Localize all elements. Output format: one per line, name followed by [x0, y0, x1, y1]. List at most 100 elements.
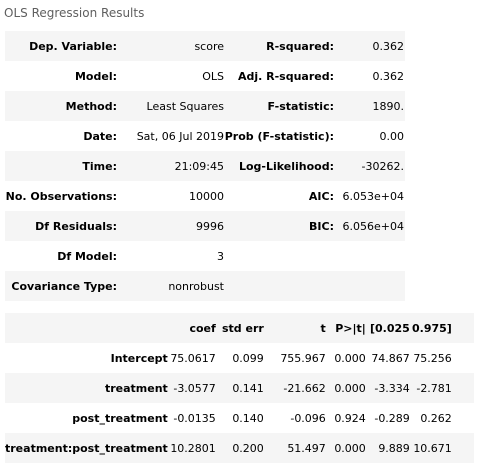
summary-key-left: Dep. Variable:	[29, 39, 117, 53]
column-header-p-value: P>|t|	[335, 321, 366, 335]
summary-value-right: 0.00	[379, 129, 405, 143]
summary-key-right	[224, 241, 334, 271]
summary-row: Df Residuals: 9996 BIC: 6.056e+04	[5, 211, 405, 241]
summary-value-left: 9996	[196, 219, 224, 233]
summary-key-left: Covariance Type:	[11, 279, 117, 293]
ci-lower-value: -0.289	[374, 411, 410, 425]
summary-value-left: Sat, 06 Jul 2019	[136, 129, 224, 143]
variable-name: post_treatment	[72, 411, 168, 425]
summary-padding-cell	[404, 181, 405, 211]
coefficient-row: treatment:post_treatment 10.2801 0.200 5…	[5, 433, 474, 463]
summary-value-left: 3	[217, 249, 224, 263]
column-header-ci-upper: 0.975]	[411, 321, 452, 335]
ci-upper-value: 10.671	[413, 441, 452, 455]
variable-name: treatment:post_treatment	[5, 441, 168, 455]
summary-key-right: BIC:	[309, 219, 334, 233]
t-value: -21.662	[283, 381, 326, 395]
summary-value-left: nonrobust	[168, 279, 224, 293]
summary-key-left: Model:	[74, 69, 117, 83]
summary-row: Covariance Type: nonrobust	[5, 271, 405, 301]
coef-value: -3.0577	[173, 381, 216, 395]
row-padding	[452, 433, 474, 463]
coef-value: -0.0135	[173, 411, 216, 425]
summary-padding-cell	[404, 61, 405, 91]
summary-padding-cell	[404, 241, 405, 271]
summary-row: Time: 21:09:45 Log-Likelihood: -30262.	[5, 151, 405, 181]
summary-padding-cell	[404, 211, 405, 241]
summary-row: Dep. Variable: score R-squared: 0.362	[5, 31, 405, 61]
coefficients-table: coef std err t P>|t| [0.025 0.975] Inter…	[5, 313, 474, 463]
summary-key-right: R-squared:	[266, 39, 334, 53]
coefficient-row: Intercept 75.0617 0.099 755.967 0.000 74…	[5, 343, 474, 373]
summary-row: Date: Sat, 06 Jul 2019 Prob (F-statistic…	[5, 121, 405, 151]
ci-lower-value: -3.334	[374, 381, 410, 395]
std-err-value: 0.141	[232, 381, 264, 395]
variable-name: Intercept	[110, 351, 168, 365]
summary-value-right	[334, 271, 404, 301]
p-value: 0.924	[334, 411, 366, 425]
variable-name: treatment	[104, 381, 168, 395]
summary-key-right	[224, 271, 334, 301]
summary-key-right: Log-Likelihood:	[238, 159, 334, 173]
summary-key-right: F-statistic:	[267, 99, 335, 113]
summary-row: Df Model: 3	[5, 241, 405, 271]
summary-key-right: Adj. R-squared:	[237, 69, 334, 83]
summary-row: Model: OLS Adj. R-squared: 0.362	[5, 61, 405, 91]
ci-lower-value: 74.867	[371, 351, 410, 365]
summary-value-right: 0.362	[372, 39, 405, 53]
p-value: 0.000	[334, 381, 366, 395]
summary-row: No. Observations: 10000 AIC: 6.053e+04	[5, 181, 405, 211]
summary-padding-cell	[404, 121, 405, 151]
table-caption: OLS Regression Results	[4, 6, 145, 20]
summary-padding-cell	[404, 91, 405, 121]
coefficient-row: post_treatment -0.0135 0.140 -0.096 0.92…	[5, 403, 474, 433]
p-value: 0.000	[334, 441, 366, 455]
summary-key-left: Df Residuals:	[35, 219, 117, 233]
summary-key-left: Df Model:	[57, 249, 117, 263]
std-err-value: 0.099	[232, 351, 264, 365]
summary-value-left: 10000	[189, 189, 224, 203]
std-err-value: 0.140	[232, 411, 264, 425]
summary-value-right: 0.362	[372, 69, 405, 83]
p-value: 0.000	[334, 351, 366, 365]
summary-key-left: No. Observations:	[5, 189, 117, 203]
ci-lower-value: 9.889	[378, 441, 410, 455]
summary-value-right: 6.053e+04	[342, 189, 404, 203]
summary-padding-cell	[404, 31, 405, 61]
coef-value: 75.0617	[170, 351, 216, 365]
summary-value-right: -30262.	[361, 159, 404, 173]
summary-value-left: OLS	[202, 69, 224, 83]
model-summary-table: Dep. Variable: score R-squared: 0.362 Mo…	[5, 31, 405, 301]
coefficients-header-row: coef std err t P>|t| [0.025 0.975]	[5, 313, 474, 343]
summary-key-right: Prob (F-statistic):	[224, 129, 334, 143]
summary-value-left: 21:09:45	[174, 159, 224, 173]
t-value: 51.497	[287, 441, 326, 455]
std-err-value: 0.200	[232, 441, 264, 455]
row-padding	[452, 403, 474, 433]
column-header-coef: coef	[189, 321, 216, 335]
summary-padding-cell	[404, 271, 405, 301]
ci-upper-value: 0.262	[420, 411, 452, 425]
row-padding	[452, 343, 474, 373]
summary-value-left: Least Squares	[146, 99, 224, 113]
t-value: -0.096	[290, 411, 326, 425]
summary-key-left: Date:	[83, 129, 117, 143]
ci-upper-value: -2.781	[416, 381, 452, 395]
column-header-std-err: std err	[221, 321, 264, 335]
row-padding	[452, 373, 474, 403]
summary-key-right: AIC:	[308, 189, 334, 203]
t-value: 755.967	[280, 351, 326, 365]
summary-value-right	[334, 241, 404, 271]
column-header	[5, 313, 168, 343]
summary-value-left: score	[194, 39, 224, 53]
coef-value: 10.2801	[170, 441, 216, 455]
column-header-t: t	[320, 321, 326, 335]
column-padding	[452, 313, 474, 343]
summary-key-left: Method:	[65, 99, 117, 113]
column-header-ci-lower: [0.025	[369, 321, 410, 335]
summary-value-right: 1890.	[372, 99, 405, 113]
summary-padding-cell	[404, 151, 405, 181]
summary-row: Method: Least Squares F-statistic: 1890.	[5, 91, 405, 121]
summary-value-right: 6.056e+04	[342, 219, 404, 233]
ci-upper-value: 75.256	[413, 351, 452, 365]
